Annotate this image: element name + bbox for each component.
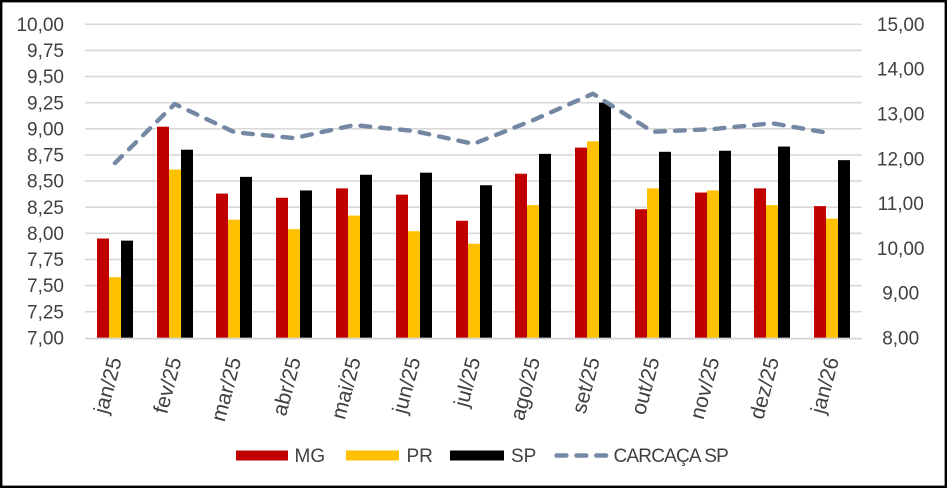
svg-text:8,75: 8,75 [27,146,64,167]
svg-text:7,50: 7,50 [27,276,64,297]
svg-text:7,75: 7,75 [27,250,64,271]
svg-text:PR: PR [407,446,433,467]
svg-text:10,00: 10,00 [16,15,64,36]
svg-text:8,00: 8,00 [882,328,919,349]
svg-text:9,50: 9,50 [27,67,64,88]
svg-text:14,00: 14,00 [877,60,925,81]
svg-text:7,25: 7,25 [27,302,64,323]
svg-text:MG: MG [295,446,326,467]
svg-text:8,25: 8,25 [27,198,64,219]
svg-text:CARCAÇA SP: CARCAÇA SP [614,446,729,467]
svg-text:9,00: 9,00 [27,119,64,140]
svg-text:13,00: 13,00 [877,105,925,126]
svg-text:7,00: 7,00 [27,328,64,349]
svg-text:15,00: 15,00 [877,15,925,36]
svg-text:12,00: 12,00 [877,149,925,170]
svg-text:11,00: 11,00 [878,194,924,215]
svg-text:9,00: 9,00 [882,284,919,305]
svg-text:10,00: 10,00 [877,239,925,260]
svg-text:SP: SP [511,446,536,467]
svg-text:8,50: 8,50 [27,172,64,193]
svg-text:9,75: 9,75 [27,41,64,62]
svg-text:9,25: 9,25 [27,93,64,114]
svg-text:8,00: 8,00 [27,224,64,245]
